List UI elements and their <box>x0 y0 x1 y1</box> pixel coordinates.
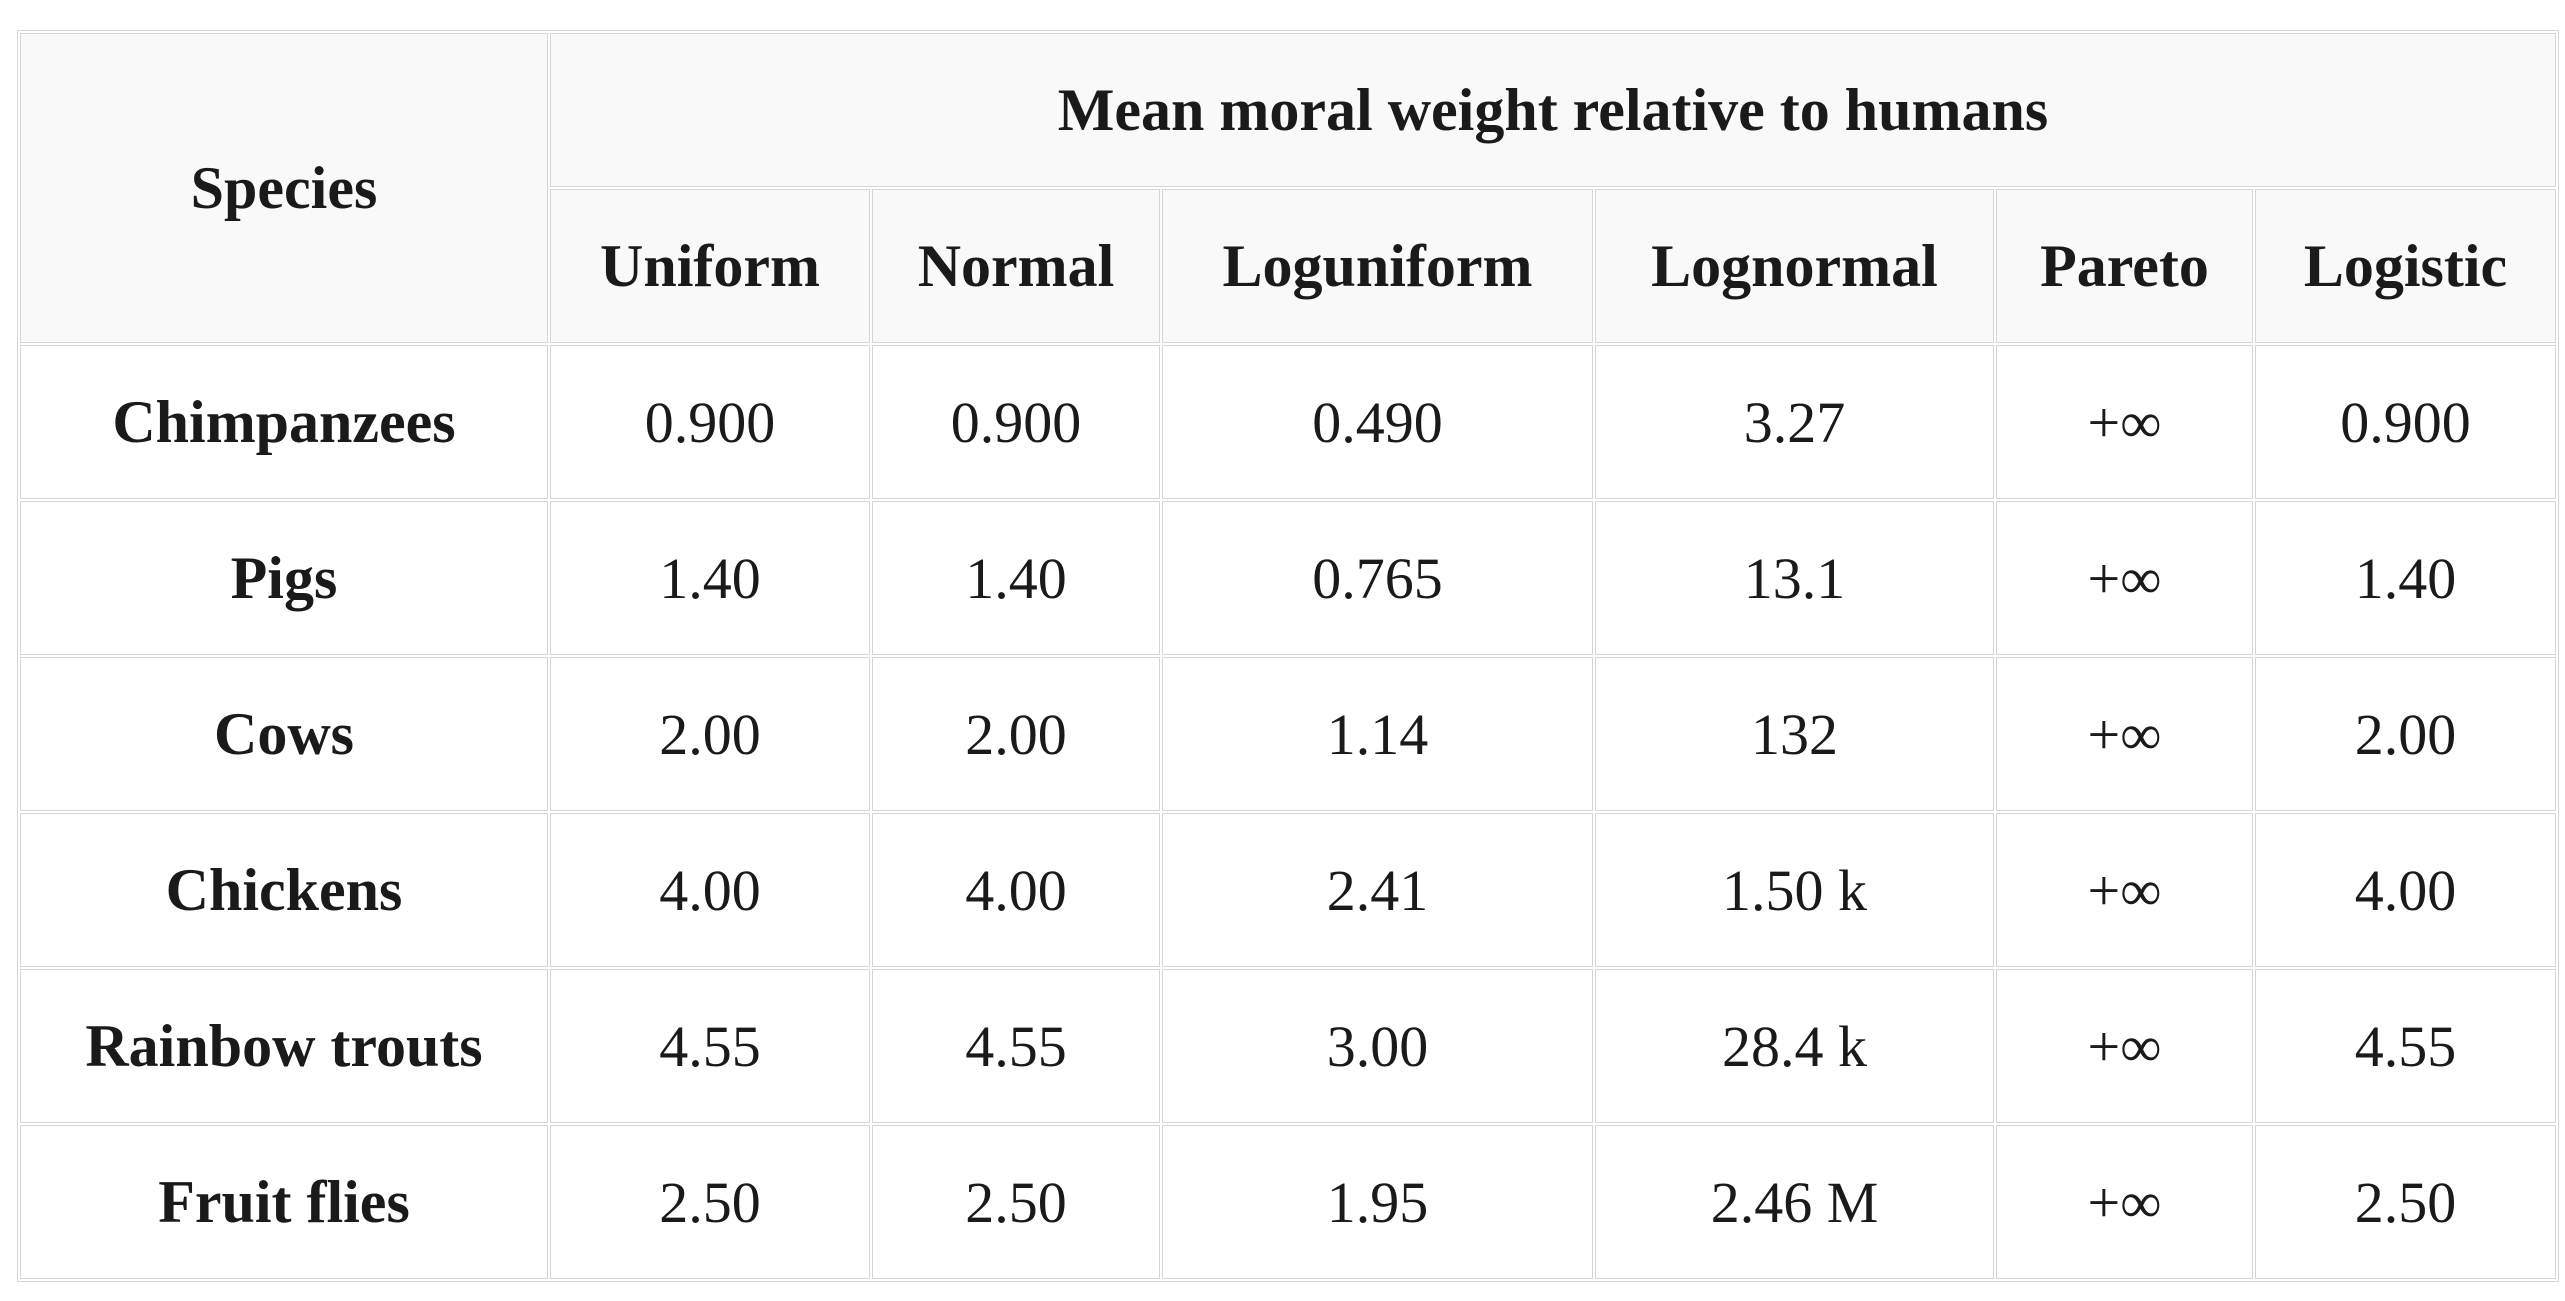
value-cell: 2.50 <box>872 1125 1160 1279</box>
column-header-normal: Normal <box>872 189 1160 343</box>
moral-weight-table: Species Mean moral weight relative to hu… <box>17 30 2560 1282</box>
value-cell: 0.900 <box>550 345 870 499</box>
table-row: Fruit flies 2.50 2.50 1.95 2.46 M +∞ 2.50 <box>20 1125 2557 1279</box>
species-cell: Chimpanzees <box>20 345 548 499</box>
value-cell: +∞ <box>1996 1125 2253 1279</box>
value-cell: 2.50 <box>2255 1125 2557 1279</box>
table-row: Rainbow trouts 4.55 4.55 3.00 28.4 k +∞ 4.55 <box>20 969 2557 1123</box>
species-cell: Rainbow trouts <box>20 969 548 1123</box>
value-cell: 2.00 <box>550 657 870 811</box>
species-cell: Cows <box>20 657 548 811</box>
value-cell: 1.40 <box>872 501 1160 655</box>
value-cell: 1.50 k <box>1595 813 1994 967</box>
value-cell: 1.40 <box>2255 501 2557 655</box>
species-column-header: Species <box>20 33 548 343</box>
value-cell: 4.00 <box>872 813 1160 967</box>
value-cell: 1.95 <box>1162 1125 1593 1279</box>
column-header-loguniform: Loguniform <box>1162 189 1593 343</box>
value-cell: +∞ <box>1996 813 2253 967</box>
value-cell: +∞ <box>1996 501 2253 655</box>
value-cell: 4.00 <box>550 813 870 967</box>
value-cell: 28.4 k <box>1595 969 1994 1123</box>
value-cell: 0.490 <box>1162 345 1593 499</box>
value-cell: 0.900 <box>2255 345 2557 499</box>
value-cell: 4.55 <box>872 969 1160 1123</box>
table-body: Chimpanzees 0.900 0.900 0.490 3.27 +∞ 0.900 Pig… <box>20 345 2557 1279</box>
species-cell: Chickens <box>20 813 548 967</box>
value-cell: 0.765 <box>1162 501 1593 655</box>
value-cell: 1.40 <box>550 501 870 655</box>
column-header-lognormal: Lognormal <box>1595 189 1994 343</box>
value-cell: 4.00 <box>2255 813 2557 967</box>
column-header-logistic: Logistic <box>2255 189 2557 343</box>
column-header-uniform: Uniform <box>550 189 870 343</box>
group-header: Mean moral weight relative to humans <box>550 33 2557 187</box>
value-cell: +∞ <box>1996 657 2253 811</box>
table-row: Chimpanzees 0.900 0.900 0.490 3.27 +∞ 0.900 <box>20 345 2557 499</box>
table-row: Chickens 4.00 4.00 2.41 1.50 k +∞ 4.00 <box>20 813 2557 967</box>
value-cell: 2.41 <box>1162 813 1593 967</box>
value-cell: 0.900 <box>872 345 1160 499</box>
value-cell: +∞ <box>1996 969 2253 1123</box>
species-cell: Fruit flies <box>20 1125 548 1279</box>
value-cell: 132 <box>1595 657 1994 811</box>
value-cell: 2.00 <box>872 657 1160 811</box>
table-row: Cows 2.00 2.00 1.14 132 +∞ 2.00 <box>20 657 2557 811</box>
column-header-pareto: Pareto <box>1996 189 2253 343</box>
header-row-distributions: Uniform Normal Loguniform Lognormal Pare… <box>20 189 2557 343</box>
value-cell: 4.55 <box>2255 969 2557 1123</box>
species-cell: Pigs <box>20 501 548 655</box>
header-row-group: Species Mean moral weight relative to hu… <box>20 33 2557 343</box>
value-cell: 2.00 <box>2255 657 2557 811</box>
value-cell: 13.1 <box>1595 501 1994 655</box>
value-cell: 4.55 <box>550 969 870 1123</box>
value-cell: +∞ <box>1996 345 2253 499</box>
value-cell: 2.50 <box>550 1125 870 1279</box>
value-cell: 1.14 <box>1162 657 1593 811</box>
value-cell: 3.00 <box>1162 969 1593 1123</box>
value-cell: 3.27 <box>1595 345 1994 499</box>
table-row: Pigs 1.40 1.40 0.765 13.1 +∞ 1.40 <box>20 501 2557 655</box>
table-header: Species Mean moral weight relative to hu… <box>20 33 2557 343</box>
value-cell: 2.46 M <box>1595 1125 1994 1279</box>
